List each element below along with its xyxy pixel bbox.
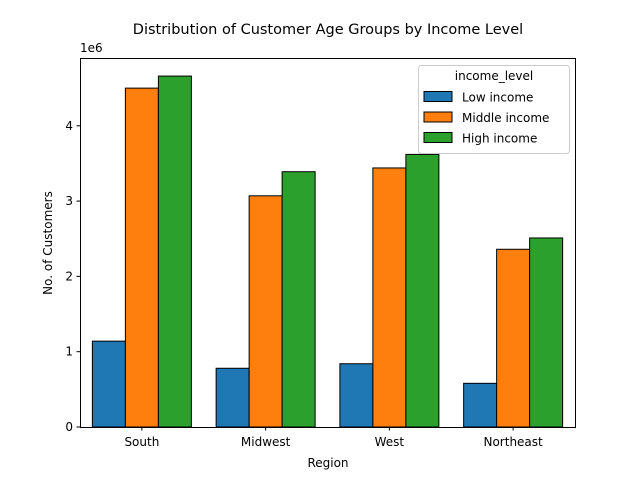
- legend-label: Middle income: [462, 111, 549, 125]
- y-tick-label: 0: [65, 420, 73, 434]
- bar-south-high-income: [157, 75, 192, 428]
- y-tick-label: 4: [65, 119, 73, 133]
- legend-swatch: [423, 111, 453, 123]
- bar-midwest-middle-income: [248, 195, 283, 428]
- x-tick-label: South: [124, 435, 159, 449]
- bar-south-middle-income: [124, 87, 159, 428]
- legend-title: income_level: [455, 69, 534, 83]
- legend-swatch: [423, 132, 453, 143]
- legend-swatch: [423, 91, 453, 102]
- bar-midwest-high-income: [281, 171, 316, 428]
- y-tick-label: 1: [65, 345, 73, 359]
- legend-entry-middle-income: Middle income: [423, 111, 549, 125]
- bar-west-high-income: [405, 153, 440, 428]
- y-offset-label: 1e6: [80, 41, 103, 55]
- bar-west-middle-income: [372, 167, 407, 428]
- bar-northeast-high-income: [529, 237, 564, 428]
- legend-label: Low income: [462, 91, 533, 105]
- legend-label: High income: [462, 132, 537, 146]
- bar-northeast-middle-income: [496, 248, 531, 428]
- x-axis: South Midwest West Northeast: [124, 427, 543, 449]
- x-tick-label: Midwest: [241, 435, 291, 449]
- legend: income_level Low income Middle income High…: [418, 65, 570, 154]
- chart-title: Distribution of Customer Age Groups by I…: [133, 22, 523, 38]
- legend-box: [418, 65, 570, 154]
- legend-items: Low income Middle income High income: [423, 91, 549, 146]
- bars-group: [91, 75, 564, 428]
- x-axis-label: Region: [307, 456, 348, 470]
- x-tick-label: West: [375, 435, 405, 449]
- legend-entry-low-income: Low income: [423, 91, 533, 105]
- bar-midwest-low-income: [215, 367, 250, 428]
- y-axis: 0 1 2 3 4: [65, 119, 80, 434]
- bar-south-low-income: [91, 340, 126, 428]
- legend-entry-high-income: High income: [423, 132, 537, 146]
- plot-frame: [80, 58, 576, 428]
- y-tick-label: 3: [65, 194, 73, 208]
- bar-northeast-low-income: [463, 382, 498, 428]
- y-tick-label: 2: [65, 269, 73, 283]
- bar-west-low-income: [339, 363, 374, 428]
- x-tick-label: Northeast: [483, 435, 543, 449]
- y-axis-label: No. of Customers: [41, 191, 55, 295]
